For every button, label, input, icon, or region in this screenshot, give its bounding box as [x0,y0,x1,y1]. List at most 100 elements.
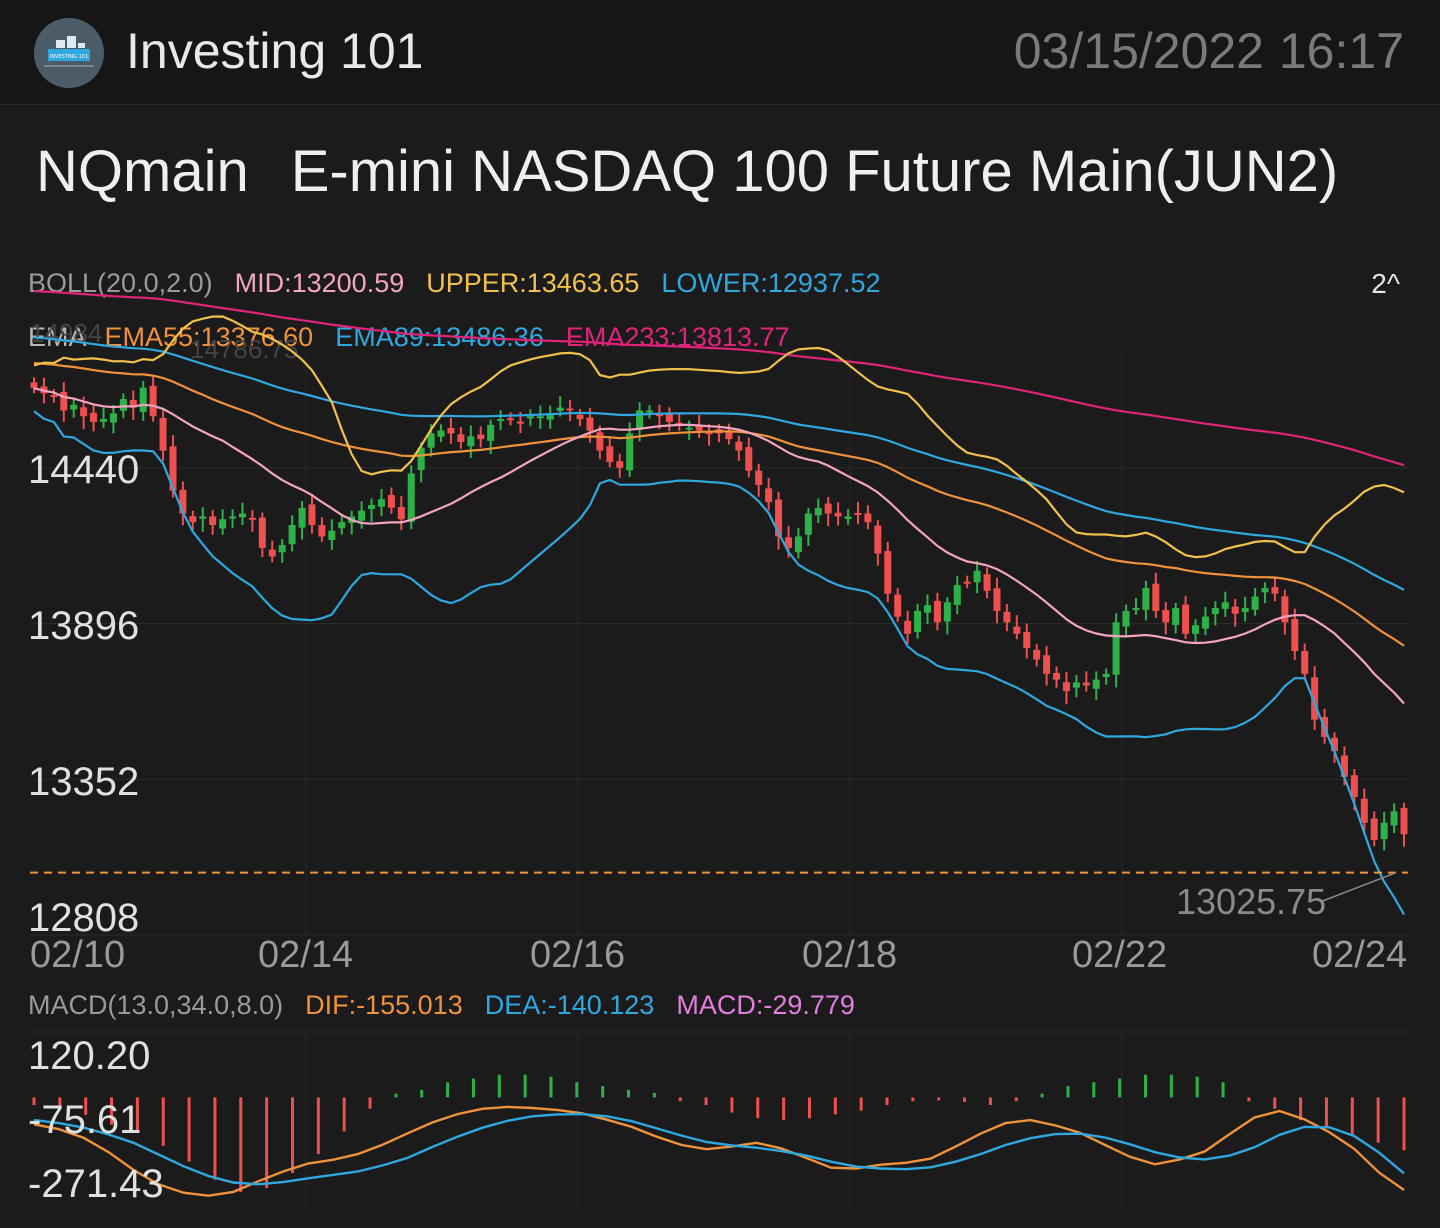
candle [556,407,564,411]
date-tick-label: 02/14 [258,934,354,976]
candle [1182,604,1190,634]
candle [526,416,534,419]
candle [1112,622,1120,675]
candle [1211,608,1219,615]
candle [665,413,673,422]
candle [457,434,465,442]
avatar-logo-icon: INVESTING 101 [34,18,104,88]
candle [497,419,505,422]
candle [1271,587,1279,594]
candle [288,525,296,545]
candle [1082,682,1090,686]
macd-value: MACD:-29.779 [676,990,855,1020]
candle [1261,587,1269,593]
candle [467,436,475,447]
candle [973,570,981,583]
candle [507,418,515,421]
candle [616,461,624,468]
instrument-symbol: NQmain [36,139,249,204]
candle [238,513,246,518]
candle [377,499,385,507]
candle [695,425,703,431]
macd-tick-label: -75.61 [28,1098,142,1142]
candle [1152,583,1160,611]
candle [864,513,872,523]
candle [159,417,167,451]
candle [90,412,98,422]
candle [219,519,227,529]
macd-legend: MACD(13.0,34.0,8.0) DIF:-155.013 DEA:-140.… [28,990,877,1021]
candle [358,510,366,521]
candle [1301,650,1309,674]
ema233-line [33,290,1405,467]
candle [437,430,445,437]
candle [566,408,574,411]
candle [1311,677,1319,720]
boll-upper-line [33,315,1405,559]
candle [80,407,88,417]
candle [546,413,554,420]
channel-avatar[interactable]: INVESTING 101 [34,18,104,88]
candle [1400,807,1408,835]
boll-mid: MID:13200.59 [234,268,405,298]
candle [705,432,713,435]
candle [745,447,753,471]
candle [755,470,763,485]
candle [894,594,902,617]
candle [963,581,971,584]
boll-lower: LOWER:12937.52 [661,268,881,298]
candle [1172,608,1180,625]
candle [794,536,802,553]
candle [397,506,405,520]
macd-label: MACD(13.0,34.0,8.0) [28,990,284,1020]
candle [983,574,991,591]
candle [179,489,187,514]
candle [1013,626,1021,634]
indicator-collapse-button[interactable]: 2^ [1371,268,1400,299]
candle [258,517,266,548]
candle [854,512,862,515]
candle [477,434,485,440]
instrument-name: E-mini NASDAQ 100 Future Main(JUN2) [290,139,1339,204]
candle [1221,602,1229,609]
candle [1023,632,1031,649]
candle [586,417,594,431]
candle [1142,587,1150,610]
candle [923,605,931,613]
candle [775,499,783,537]
candle [1380,822,1388,840]
candle [30,382,38,389]
candle [318,525,326,537]
svg-text:INVESTING 101: INVESTING 101 [50,54,88,60]
price-label-leader [1319,871,1397,903]
date-tick-label: 02/18 [802,934,898,976]
candle [328,530,336,540]
candle [1122,610,1130,627]
candle [953,585,961,605]
candle [1350,775,1358,798]
candle [1251,596,1259,610]
candle [1390,811,1398,826]
candle [824,503,832,514]
candle [169,446,177,491]
price-tick-label: 13896 [28,604,140,648]
current-price-label: 13025.75 [1176,881,1326,922]
candle [606,446,614,463]
boll-mid-line [33,387,1405,705]
price-tick-label: 12808 [28,896,140,940]
candle [447,427,455,434]
price-tick-label: 13352 [28,760,140,804]
candle [1241,608,1249,613]
candle [1331,737,1339,752]
candle [626,433,634,471]
candle [516,421,524,424]
candle [70,404,78,410]
candle [1092,679,1100,689]
instrument-title: NQmain E-mini NASDAQ 100 Future Main(JUN2… [36,138,1338,205]
dea-line [33,1112,1405,1186]
candle [844,516,852,519]
candle [646,410,654,413]
candle [338,522,346,529]
candle [576,414,584,420]
